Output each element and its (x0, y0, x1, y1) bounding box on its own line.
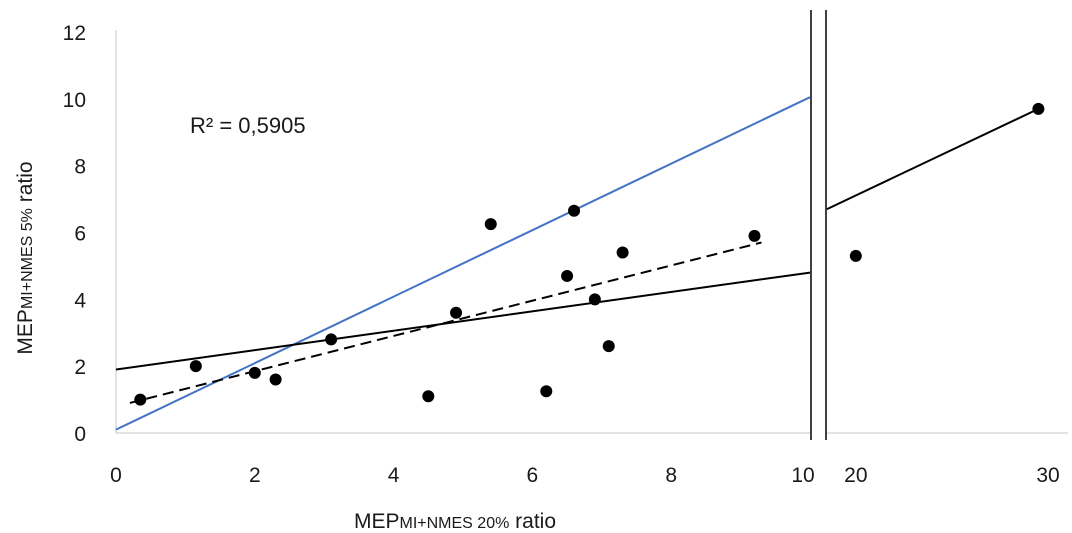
x-tick-label: 20 (844, 464, 867, 487)
r-squared-annotation: R² = 0,5905 (190, 113, 306, 138)
axes (115, 10, 1068, 440)
tick-labels: 0 2 4 6 8 10 12 0 2 4 6 8 10 20 30 (63, 22, 1060, 487)
y-axis-title: MEPMI+NMES 5% ratio (14, 161, 37, 354)
data-point-3 (248, 366, 261, 379)
data-point-1 (134, 393, 147, 406)
trendline-dashed-4 (129, 241, 762, 404)
x-tick-label: 2 (249, 464, 261, 487)
y-tick-label: 8 (74, 156, 86, 179)
x-axis-title: MEPMI+NMES 20% ratio (354, 510, 556, 533)
data-point-17 (1032, 102, 1045, 115)
trendline-solid-2 (115, 271, 811, 371)
data-point-13 (602, 340, 615, 353)
data-point-2 (189, 360, 202, 373)
x-tick-label: 0 (110, 464, 122, 487)
x-tick-label: 8 (665, 464, 677, 487)
data-point-8 (484, 218, 497, 231)
trendlines (115, 96, 1039, 431)
y-tick-label: 2 (74, 356, 86, 379)
data-point-5 (325, 333, 338, 346)
y-tick-label: 4 (74, 289, 86, 312)
data-point-11 (568, 204, 581, 217)
y-tick-label: 12 (63, 22, 86, 45)
x-tick-label: 10 (791, 464, 814, 487)
y-tick-label: 10 (63, 89, 86, 112)
data-point-15 (748, 229, 761, 242)
data-point-6 (422, 390, 435, 403)
data-point-4 (269, 373, 282, 386)
x-tick-label: 6 (527, 464, 539, 487)
data-point-9 (540, 385, 553, 398)
data-point-7 (450, 306, 463, 319)
trendline-solid-1 (115, 96, 811, 431)
y-tick-label: 0 (74, 423, 86, 446)
data-point-16 (849, 249, 862, 262)
data-points (134, 102, 1045, 406)
x-tick-label: 4 (388, 464, 400, 487)
trendline-solid-3 (826, 107, 1039, 211)
y-tick-label: 6 (74, 223, 86, 246)
x-tick-label: 30 (1036, 464, 1059, 487)
data-point-10 (561, 269, 574, 282)
data-point-12 (588, 293, 601, 306)
data-point-14 (616, 246, 629, 259)
